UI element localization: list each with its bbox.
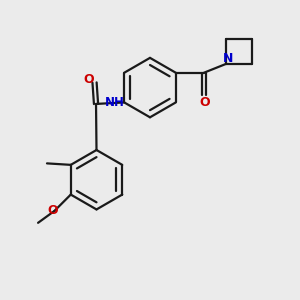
- Text: N: N: [223, 52, 233, 65]
- Text: O: O: [48, 204, 58, 218]
- Text: NH: NH: [105, 96, 125, 109]
- Text: O: O: [83, 73, 94, 86]
- Text: O: O: [199, 96, 210, 109]
